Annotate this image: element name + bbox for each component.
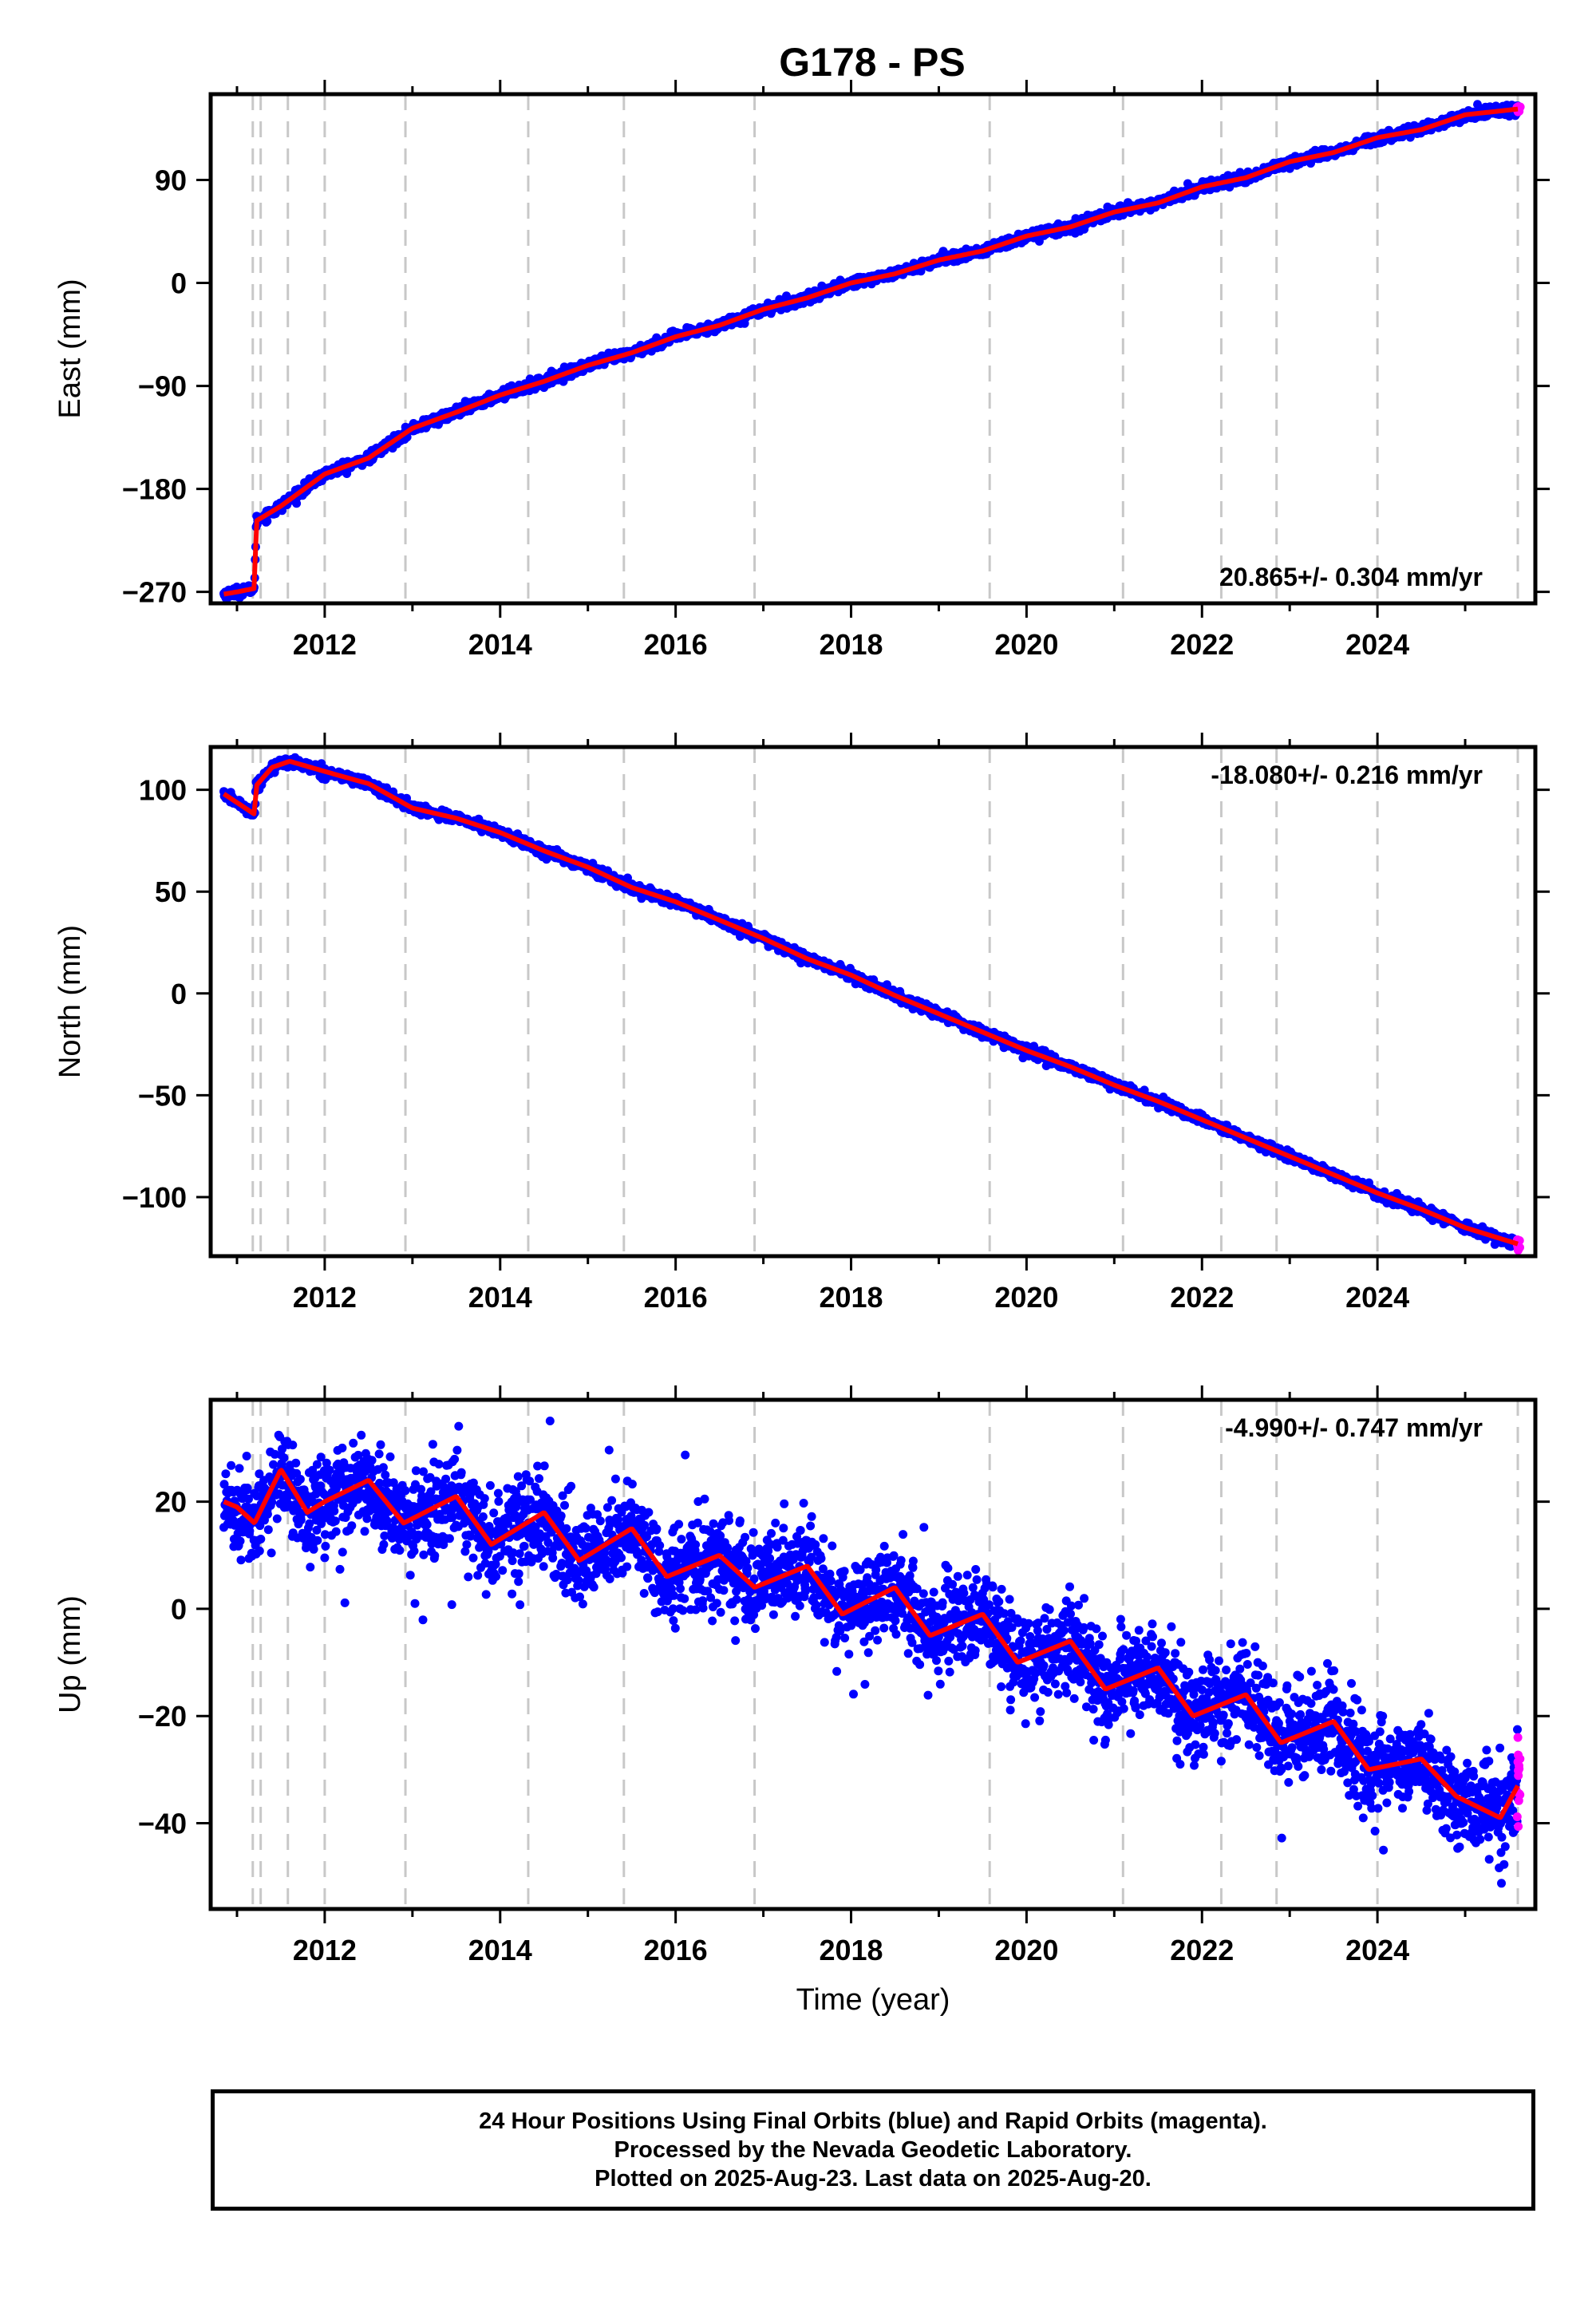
y-tick-label: −270 <box>122 576 187 609</box>
data-point <box>292 499 302 508</box>
y-tick-label: 90 <box>155 164 187 197</box>
data-point <box>263 516 272 526</box>
y-tick-label: −90 <box>138 370 187 403</box>
x-tick-label: 2016 <box>644 628 708 661</box>
x-tick-label: 2018 <box>819 628 883 661</box>
plot-frame-east <box>208 92 1538 606</box>
x-tick-label: 2024 <box>1345 628 1409 661</box>
x-tick-label: 2014 <box>468 628 532 661</box>
panel-east: 2012 2014 2016 2018 2020 2022 2024 −270 −180 −90 0… <box>53 80 1550 661</box>
data-point <box>1029 1041 1039 1051</box>
x-tick-label: 2012 <box>293 628 357 661</box>
chart-title: G178 - PS <box>779 40 965 85</box>
x-tick-label: 2022 <box>1170 628 1234 661</box>
data-points-north <box>219 753 1524 1255</box>
x-tick-label: 2020 <box>994 628 1058 661</box>
plot-canvas: G178 - PS 2012 2014 2016 2018 2020 2022 2024 −2… <box>53 40 1550 2017</box>
data-points-east <box>219 100 1525 603</box>
y-tick-label: −180 <box>122 473 187 506</box>
y-axis-label-east: East (mm) <box>53 279 87 418</box>
rate-label-east: 20.865+/- 0.304 mm/yr <box>1219 563 1483 591</box>
panel-north: 2012 2014 2016 2018 2020 2022 2024−100−5005010… <box>53 733 1550 1314</box>
model-line-east <box>223 106 1519 597</box>
y-tick-label: 0 <box>171 267 187 300</box>
data-point <box>623 873 632 883</box>
